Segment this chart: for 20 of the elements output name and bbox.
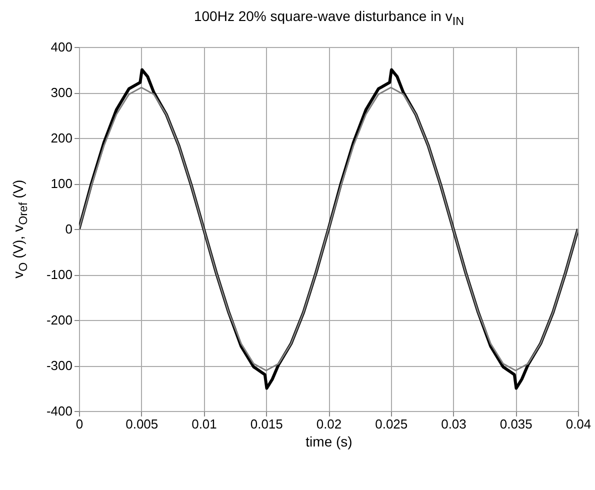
y-tick-label: 100 xyxy=(50,176,72,191)
x-tick-label: 0.035 xyxy=(500,416,532,432)
y-tick-label: 300 xyxy=(50,85,72,100)
x-tick-label: 0.005 xyxy=(126,416,158,432)
y-tick-label: 200 xyxy=(50,130,72,146)
x-tick-label: 0 xyxy=(76,416,84,432)
y-tick-label: -200 xyxy=(46,312,72,328)
x-tick-label: 0.01 xyxy=(192,416,217,432)
y-tick-label: 0 xyxy=(65,222,72,236)
y-tick-label: -100 xyxy=(46,267,72,282)
y-tick-label: -300 xyxy=(46,358,72,373)
x-axis-title: time (s) xyxy=(306,434,352,450)
x-tick-label: 0.025 xyxy=(375,416,408,432)
x-tick-label: 0.04 xyxy=(566,416,592,432)
x-tick-label: 0.02 xyxy=(316,416,342,432)
y-tick-label: -400 xyxy=(46,404,72,418)
x-tick-label: 0.015 xyxy=(250,416,283,432)
x-tick-label: 0.03 xyxy=(441,416,466,432)
chart-title: 100Hz 20% square-wave disturbance in v$_{IN}$ xyxy=(192,8,466,28)
y-tick-label: 400 xyxy=(50,40,72,54)
